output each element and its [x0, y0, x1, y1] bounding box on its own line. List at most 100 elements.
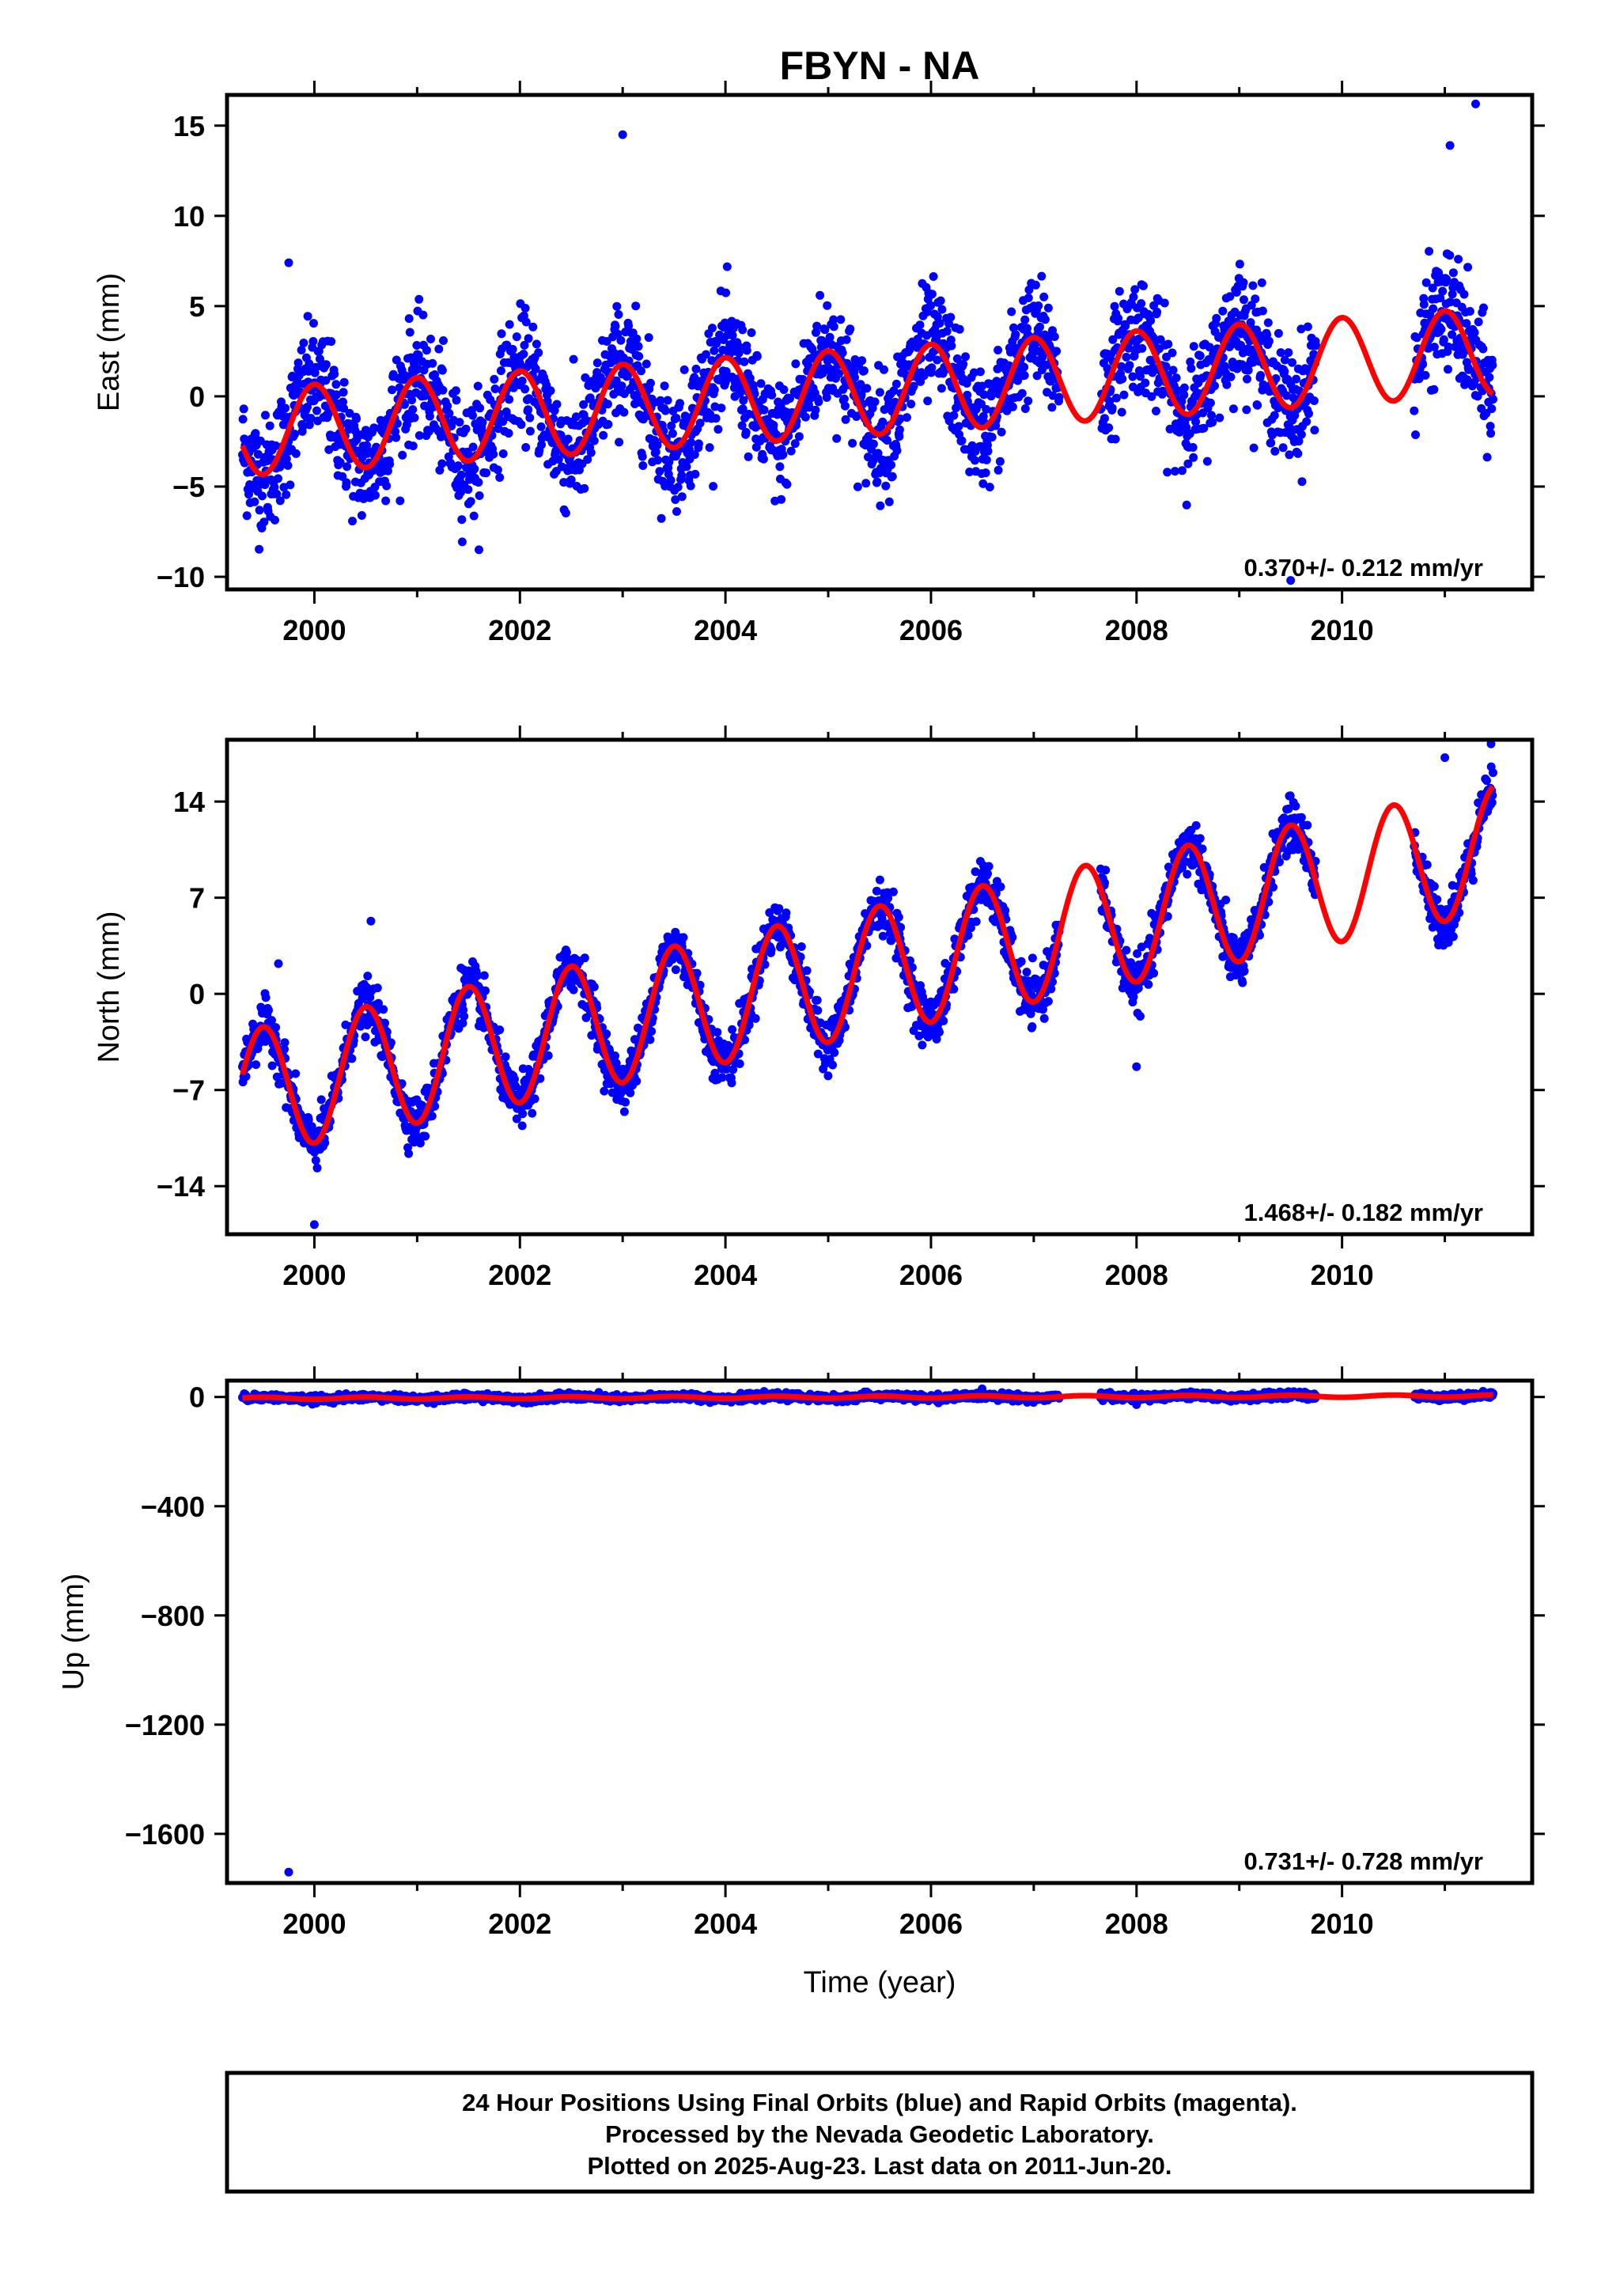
north-point: [802, 966, 812, 976]
east-point: [638, 452, 647, 461]
east-point: [812, 328, 820, 337]
east-point: [623, 371, 632, 381]
east-point: [952, 354, 962, 363]
east-point: [1251, 294, 1260, 304]
north-point: [458, 1018, 467, 1028]
east-point: [903, 413, 911, 422]
east-point: [705, 443, 714, 453]
east-point: [461, 424, 471, 434]
east-point: [603, 400, 612, 409]
east-point: [937, 305, 947, 314]
north-point: [311, 1156, 320, 1165]
east-point: [1285, 450, 1294, 460]
east-point: [342, 478, 351, 487]
east-point: [927, 363, 937, 373]
east-point: [1152, 307, 1162, 316]
north-point: [971, 917, 981, 926]
east-point: [505, 395, 514, 404]
north-point: [512, 1114, 521, 1123]
north-point: [580, 953, 589, 963]
east-point: [666, 475, 676, 485]
east-point: [534, 348, 543, 358]
east-point: [1110, 301, 1119, 311]
east-point: [452, 396, 461, 405]
east-point: [961, 352, 971, 362]
east-point: [741, 427, 751, 437]
east-point: [339, 404, 349, 413]
east-point: [923, 396, 933, 406]
east-point: [1020, 371, 1029, 380]
east-point: [531, 364, 540, 373]
east-point: [592, 358, 602, 368]
north-point: [602, 1029, 611, 1039]
north-point: [1183, 870, 1192, 879]
east-point: [520, 340, 529, 350]
east-point: [777, 494, 786, 504]
east-point: [779, 385, 789, 394]
east-point: [517, 377, 527, 385]
north-point: [878, 931, 888, 941]
north-point: [543, 1051, 553, 1060]
north-point: [841, 1022, 850, 1032]
east-point: [438, 385, 448, 395]
east-point: [1274, 328, 1283, 338]
east-point: [445, 409, 454, 418]
north-point: [280, 1038, 290, 1048]
east-point: [1031, 280, 1040, 290]
north-point: [589, 982, 599, 991]
east-point: [1309, 396, 1319, 405]
east-point: [282, 490, 291, 499]
east-point: [1187, 364, 1196, 373]
east-point: [1445, 251, 1455, 260]
east-point: [1046, 377, 1055, 386]
east-x-tick-label: 2004: [694, 614, 757, 646]
east-point: [800, 412, 810, 422]
east-point: [955, 324, 964, 334]
north-point: [884, 893, 893, 903]
east-point: [839, 394, 849, 404]
east-point: [288, 371, 297, 381]
east-point: [825, 332, 835, 342]
east-point: [994, 346, 1003, 354]
east-point: [1486, 429, 1496, 438]
east-point: [392, 419, 402, 428]
east-point: [1444, 365, 1452, 374]
east-point: [1270, 446, 1280, 456]
east-point: [816, 290, 825, 300]
north-point: [1129, 992, 1138, 1002]
east-point: [1302, 417, 1311, 426]
north-point: [619, 1107, 629, 1116]
east-point: [309, 319, 318, 328]
east-point: [1195, 351, 1205, 361]
east-point: [298, 422, 308, 431]
chart-title: FBYN - NA: [780, 44, 980, 88]
east-point: [775, 462, 785, 472]
east-point: [660, 381, 669, 391]
north-point: [713, 1028, 722, 1037]
east-point: [561, 509, 570, 517]
north-point: [600, 1086, 609, 1096]
east-point: [660, 406, 670, 415]
east-point: [978, 479, 988, 488]
north-point: [495, 1025, 505, 1035]
east-point: [1264, 336, 1274, 346]
east-point: [1009, 323, 1018, 332]
north-point: [267, 1061, 277, 1070]
north-point: [823, 1071, 833, 1081]
east-point: [987, 433, 997, 441]
north-point: [1291, 801, 1300, 811]
east-point: [308, 337, 318, 346]
east-point: [339, 388, 348, 397]
north-point: [267, 1016, 276, 1025]
north-point: [261, 993, 271, 1002]
east-point: [875, 388, 884, 397]
east-point: [895, 425, 904, 434]
east-point: [470, 464, 479, 474]
east-point: [546, 386, 555, 396]
east-point: [853, 482, 862, 491]
east-point: [884, 497, 894, 506]
east-point: [1222, 380, 1232, 389]
north-point: [996, 882, 1005, 892]
east-outlier-point: [1286, 576, 1296, 585]
north-point: [1433, 895, 1442, 904]
